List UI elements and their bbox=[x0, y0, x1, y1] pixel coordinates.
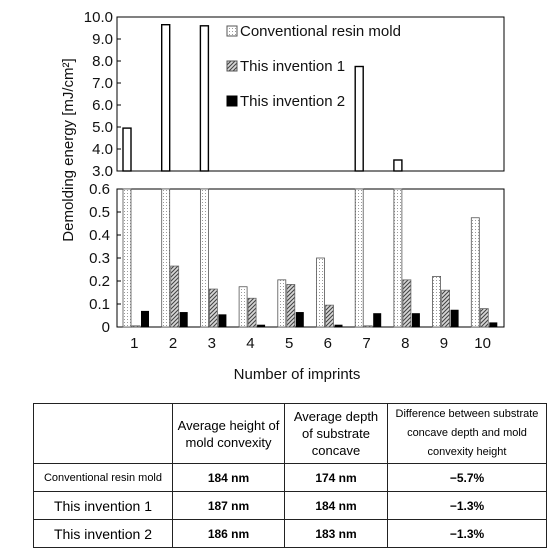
bar-invention-1 bbox=[131, 325, 141, 328]
bar-invention-1 bbox=[208, 288, 218, 328]
x-tick-label: 1 bbox=[130, 335, 138, 352]
y-tick-label: 3.0 bbox=[92, 163, 113, 180]
bar-conventional bbox=[393, 159, 403, 172]
lower-panel: 0.6 0.5 0.4 0.3 0.2 0.1 0 bbox=[89, 181, 505, 336]
bar-invention-2 bbox=[489, 322, 498, 327]
comparison-table: Average height of mold convexity Average… bbox=[33, 403, 547, 548]
table-corner-cell bbox=[33, 403, 173, 464]
table-header-row: Average height of mold convexity Average… bbox=[33, 403, 547, 464]
upper-panel-frame bbox=[116, 16, 505, 172]
bar-invention-1 bbox=[363, 325, 373, 328]
bar-invention-2 bbox=[141, 310, 149, 327]
legend: Conventional resin mold This invention 1 T… bbox=[226, 23, 401, 110]
bar-invention-1 bbox=[441, 289, 451, 328]
bar-conventional bbox=[354, 65, 364, 172]
bar-invention-2 bbox=[334, 324, 343, 327]
y-tick-label: 0.1 bbox=[89, 296, 110, 313]
x-tick-label: 5 bbox=[285, 335, 293, 352]
bar-invention-2 bbox=[411, 313, 420, 327]
legend-label: This invention 1 bbox=[240, 58, 345, 75]
header-substrate-depth: Average depth of substrate concave bbox=[284, 403, 388, 464]
bar-conventional bbox=[277, 279, 287, 328]
y-axis-label: Demolding energy [mJ/cm²] bbox=[60, 58, 77, 241]
x-tick-label: 2 bbox=[169, 335, 177, 352]
row-label-invention-1: This invention 1 bbox=[33, 491, 173, 520]
y-tick-label: 0.3 bbox=[89, 250, 110, 267]
bar-conventional bbox=[122, 188, 132, 328]
bar-invention-1 bbox=[479, 308, 489, 328]
bar-conventional bbox=[122, 127, 132, 172]
cell-difference: −5.7% bbox=[387, 463, 547, 492]
header-difference: Difference between substrate concave dep… bbox=[387, 403, 547, 464]
y-tick-label: 0.2 bbox=[89, 273, 110, 290]
bar-conventional bbox=[238, 286, 248, 328]
cell-depth: 174 nm bbox=[284, 463, 388, 492]
bar-conventional bbox=[393, 188, 403, 328]
bar-invention-2 bbox=[257, 324, 266, 327]
legend-label: Conventional resin mold bbox=[240, 23, 401, 40]
y-tick-label: 7.0 bbox=[92, 75, 113, 92]
bar-invention-2 bbox=[218, 314, 227, 327]
bar-conventional bbox=[199, 188, 209, 328]
y-tick-label: 9.0 bbox=[92, 31, 113, 48]
row-label-conventional: Conventional resin mold bbox=[33, 463, 173, 492]
y-tick-label: 10.0 bbox=[84, 9, 113, 26]
y-tick-label: 0 bbox=[102, 319, 110, 336]
y-tick-label: 0.4 bbox=[89, 227, 110, 244]
x-tick-label: 8 bbox=[401, 335, 409, 352]
bar-invention-1 bbox=[247, 297, 257, 328]
bar-conventional bbox=[354, 188, 364, 328]
y-tick-label: 0.5 bbox=[89, 204, 110, 221]
demolding-energy-chart: 10.09.08.07.06.05.04.03.0 0.60.50.40.30.… bbox=[60, 9, 505, 383]
legend-swatch bbox=[226, 60, 238, 72]
bar-invention-2 bbox=[295, 312, 304, 327]
bar-invention-1 bbox=[325, 304, 334, 328]
table-row: Conventional resin mold 184 nm 174 nm −5… bbox=[33, 463, 547, 492]
header-mold-height: Average height of mold convexity bbox=[172, 403, 285, 464]
bar-invention-2 bbox=[179, 312, 188, 327]
bar-conventional bbox=[316, 257, 325, 328]
bar-invention-2 bbox=[373, 313, 382, 327]
bar-conventional bbox=[199, 25, 210, 172]
cell-height: 184 nm bbox=[172, 463, 285, 492]
table-row: This invention 1 187 nm 184 nm −1.3% bbox=[33, 491, 547, 520]
upper-panel: 10.0 9.0 8.0 7.0 6.0 5.0 4.0 3.0 bbox=[84, 9, 505, 180]
cell-difference: −1.3% bbox=[387, 491, 547, 520]
row-label-invention-2: This invention 2 bbox=[33, 519, 173, 548]
cell-difference: −1.3% bbox=[387, 519, 547, 548]
bar-conventional bbox=[161, 188, 171, 328]
bar-invention-1 bbox=[286, 284, 296, 328]
bar-conventional bbox=[432, 275, 442, 328]
bar-invention-1 bbox=[170, 265, 180, 328]
y-tick-label: 0.6 bbox=[89, 181, 110, 198]
table-row: This invention 2 186 nm 183 nm −1.3% bbox=[33, 519, 547, 548]
y-tick-label: 4.0 bbox=[92, 141, 113, 158]
bar-conventional bbox=[470, 217, 480, 328]
cell-height: 187 nm bbox=[172, 491, 285, 520]
cell-depth: 183 nm bbox=[284, 519, 388, 548]
bar-invention-1 bbox=[402, 279, 412, 328]
legend-swatch bbox=[226, 95, 238, 107]
x-tick-label: 6 bbox=[324, 335, 332, 352]
x-tick-label: 9 bbox=[440, 335, 448, 352]
legend-swatch bbox=[226, 25, 238, 37]
x-tick-label: 10 bbox=[474, 335, 491, 352]
y-tick-label: 6.0 bbox=[92, 97, 113, 114]
x-tick-label: 3 bbox=[208, 335, 216, 352]
legend-label: This invention 2 bbox=[240, 93, 345, 110]
y-tick-label: 8.0 bbox=[92, 53, 113, 70]
x-tick-label: 7 bbox=[362, 335, 370, 352]
y-tick-label: 5.0 bbox=[92, 119, 113, 136]
x-axis-label: Number of imprints bbox=[234, 366, 361, 383]
bar-invention-2 bbox=[450, 309, 459, 327]
bar-conventional bbox=[160, 24, 171, 172]
cell-depth: 184 nm bbox=[284, 491, 388, 520]
cell-height: 186 nm bbox=[172, 519, 285, 548]
x-tick-label: 4 bbox=[246, 335, 254, 352]
axes-labels: 1 2 3 4 5 6 7 8 9 10 Number of imprints Demolding e… bbox=[60, 58, 491, 383]
